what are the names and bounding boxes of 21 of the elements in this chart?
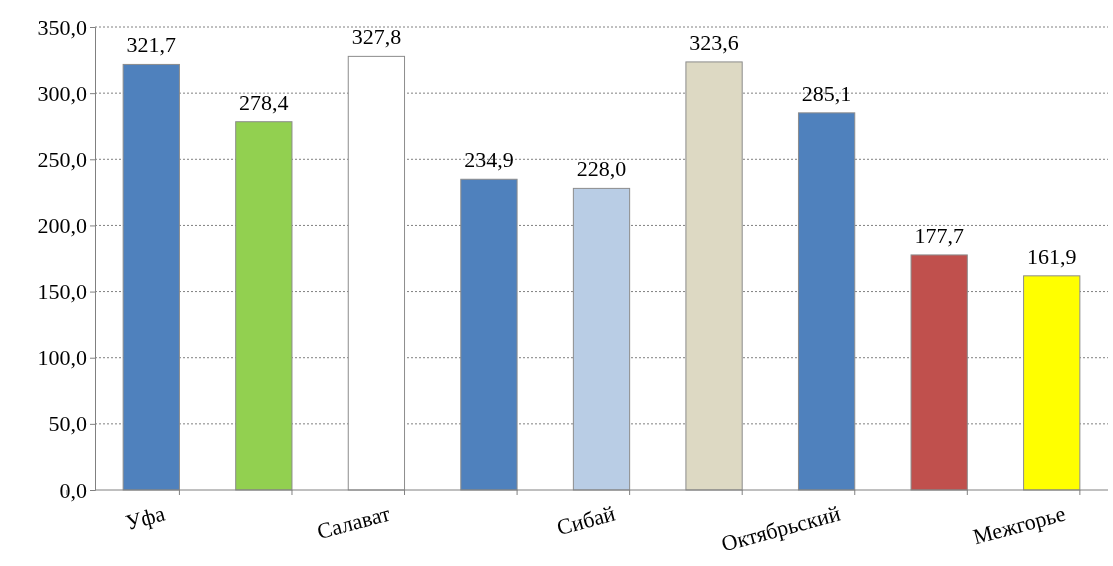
data-label: 234,9 [464,147,514,173]
y-tick-label: 50,0 [48,411,87,437]
y-tick-label: 100,0 [37,345,87,371]
x-tick-label: Межгорье [970,500,1069,550]
y-tick-label: 150,0 [37,279,87,305]
data-label: 177,7 [914,222,964,248]
y-tick-label: 350,0 [37,14,87,40]
y-tick-label: 250,0 [37,146,87,172]
x-tick-label: Салават [314,500,394,545]
x-tick-label: Сибай [554,500,618,541]
data-label: 327,8 [351,24,402,50]
data-label: 285,1 [801,80,852,106]
data-label: 278,4 [239,89,289,115]
y-tick-label: 300,0 [37,80,87,106]
y-tick-label: 0,0 [59,477,87,503]
data-label: 228,0 [576,156,627,182]
data-label: 321,7 [126,32,177,58]
data-label: 323,6 [689,29,739,55]
data-label: 161,9 [1026,243,1077,269]
y-tick-label: 200,0 [37,212,87,238]
x-tick-label: Уфа [122,500,168,536]
